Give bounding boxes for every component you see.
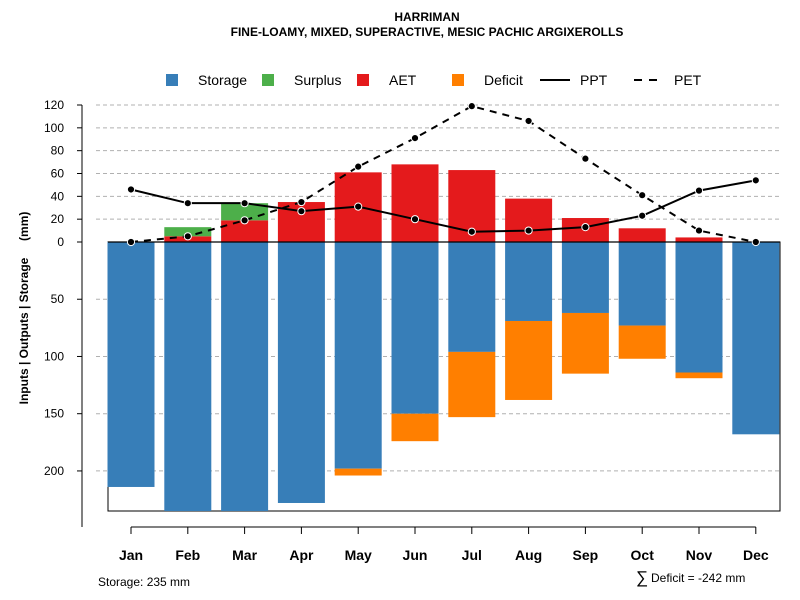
y-tick-label: 40 <box>51 189 65 203</box>
ppt-point <box>581 223 590 232</box>
storage-bar <box>732 242 780 435</box>
y-tick-label: 200 <box>44 464 64 478</box>
ppt-point <box>467 227 476 236</box>
pet-point <box>581 154 590 163</box>
ppt-line <box>130 179 756 233</box>
storage-bar <box>448 242 496 352</box>
legend-label-surplus: Surplus <box>294 72 341 88</box>
y-tick-label: 60 <box>51 167 65 181</box>
pet-point <box>694 226 704 235</box>
legend-label-pet: PET <box>674 72 702 88</box>
y-tick-label: 100 <box>44 349 64 363</box>
ppt-point <box>297 207 306 216</box>
legend-label-storage: Storage <box>198 72 247 88</box>
storage-bar <box>505 242 553 321</box>
deficit-bar <box>391 413 439 442</box>
legend-swatch-aet <box>357 74 369 86</box>
y-tick-label: 80 <box>51 144 65 158</box>
x-tick-label-may: May <box>345 547 372 563</box>
y-tick-label: 20 <box>51 212 65 226</box>
deficit-bar <box>675 372 723 379</box>
ppt-point <box>524 226 533 235</box>
y-tick-label: 120 <box>44 98 64 112</box>
pet-point <box>126 237 136 247</box>
ppt-point <box>751 176 760 185</box>
plot-area <box>107 102 781 512</box>
pet-point <box>638 191 647 200</box>
deficit-bar <box>448 351 496 418</box>
x-tick-label-feb: Feb <box>175 547 200 563</box>
legend: Storage Surplus AET Deficit PPT PET <box>166 72 702 88</box>
x-tick-label-jun: Jun <box>403 547 428 563</box>
ppt-point <box>410 215 420 224</box>
deficit-bar <box>561 312 609 374</box>
x-tick-label-nov: Nov <box>686 547 713 563</box>
y-tick-label: 150 <box>44 407 64 421</box>
storage-bar <box>334 242 382 469</box>
pet-point <box>751 237 760 247</box>
storage-note: Storage: 235 mm <box>98 575 190 589</box>
y-tick-label: 50 <box>51 292 65 306</box>
y-tick-label: 0 <box>57 235 64 249</box>
pet-point <box>467 102 476 111</box>
aet-bar <box>618 228 666 242</box>
surplus-bar <box>164 227 212 237</box>
ppt-point <box>240 199 249 208</box>
chart-title: HARRIMAN <box>394 10 459 24</box>
ppt-point <box>183 199 192 208</box>
x-tick-label-dec: Dec <box>743 547 769 563</box>
deficit-bar <box>618 325 666 359</box>
legend-swatch-surplus <box>262 74 274 86</box>
legend-label-ppt: PPT <box>580 72 608 88</box>
chart-subtitle: FINE-LOAMY, MIXED, SUPERACTIVE, MESIC PA… <box>231 25 624 39</box>
storage-bar <box>164 242 212 511</box>
storage-bar <box>391 242 439 414</box>
x-tick-label-apr: Apr <box>289 547 314 563</box>
ppt-point <box>126 185 136 194</box>
deficit-bar <box>505 320 553 400</box>
pet-point <box>354 162 363 171</box>
x-tick-label-oct: Oct <box>631 547 655 563</box>
pet-line <box>130 105 756 243</box>
storage-bar <box>618 242 666 326</box>
y-axis-label: Inputs | Outputs | Storage (mm) <box>17 212 31 405</box>
storage-bar <box>561 242 609 313</box>
axes: 0 20 40 60 80 100 120 50 100 150 200 Jan Feb Mar Apr Ma… <box>44 98 769 563</box>
pet-point <box>297 197 306 207</box>
surplus-bar <box>221 203 269 221</box>
pet-point <box>183 232 192 241</box>
legend-swatch-storage <box>166 74 178 86</box>
ppt-point <box>694 186 704 195</box>
deficit-bar <box>334 468 382 476</box>
legend-swatch-deficit <box>452 74 464 86</box>
aet-bar <box>675 237 723 242</box>
storage-bar <box>221 242 269 511</box>
x-tick-label-sep: Sep <box>573 547 599 563</box>
y-tick-label: 100 <box>44 121 64 135</box>
pet-point <box>410 134 420 143</box>
pet-point <box>240 216 249 225</box>
x-tick-label-aug: Aug <box>515 547 542 563</box>
storage-bar <box>675 242 723 373</box>
legend-label-deficit: Deficit <box>484 72 523 88</box>
x-tick-label-mar: Mar <box>232 547 257 563</box>
x-tick-label-jul: Jul <box>462 547 482 563</box>
pet-point <box>524 116 533 126</box>
legend-label-aet: AET <box>389 72 417 88</box>
aet-bar <box>391 164 439 242</box>
deficit-sum-symbol: ∑ <box>636 568 648 587</box>
aet-bar <box>221 220 269 242</box>
storage-bar <box>277 242 325 503</box>
aet-bar <box>505 198 553 242</box>
deficit-note: Deficit = -242 mm <box>651 571 745 585</box>
x-tick-label-jan: Jan <box>119 547 143 563</box>
storage-bar <box>107 242 155 487</box>
ppt-point <box>638 211 647 220</box>
ppt-point <box>354 202 363 211</box>
